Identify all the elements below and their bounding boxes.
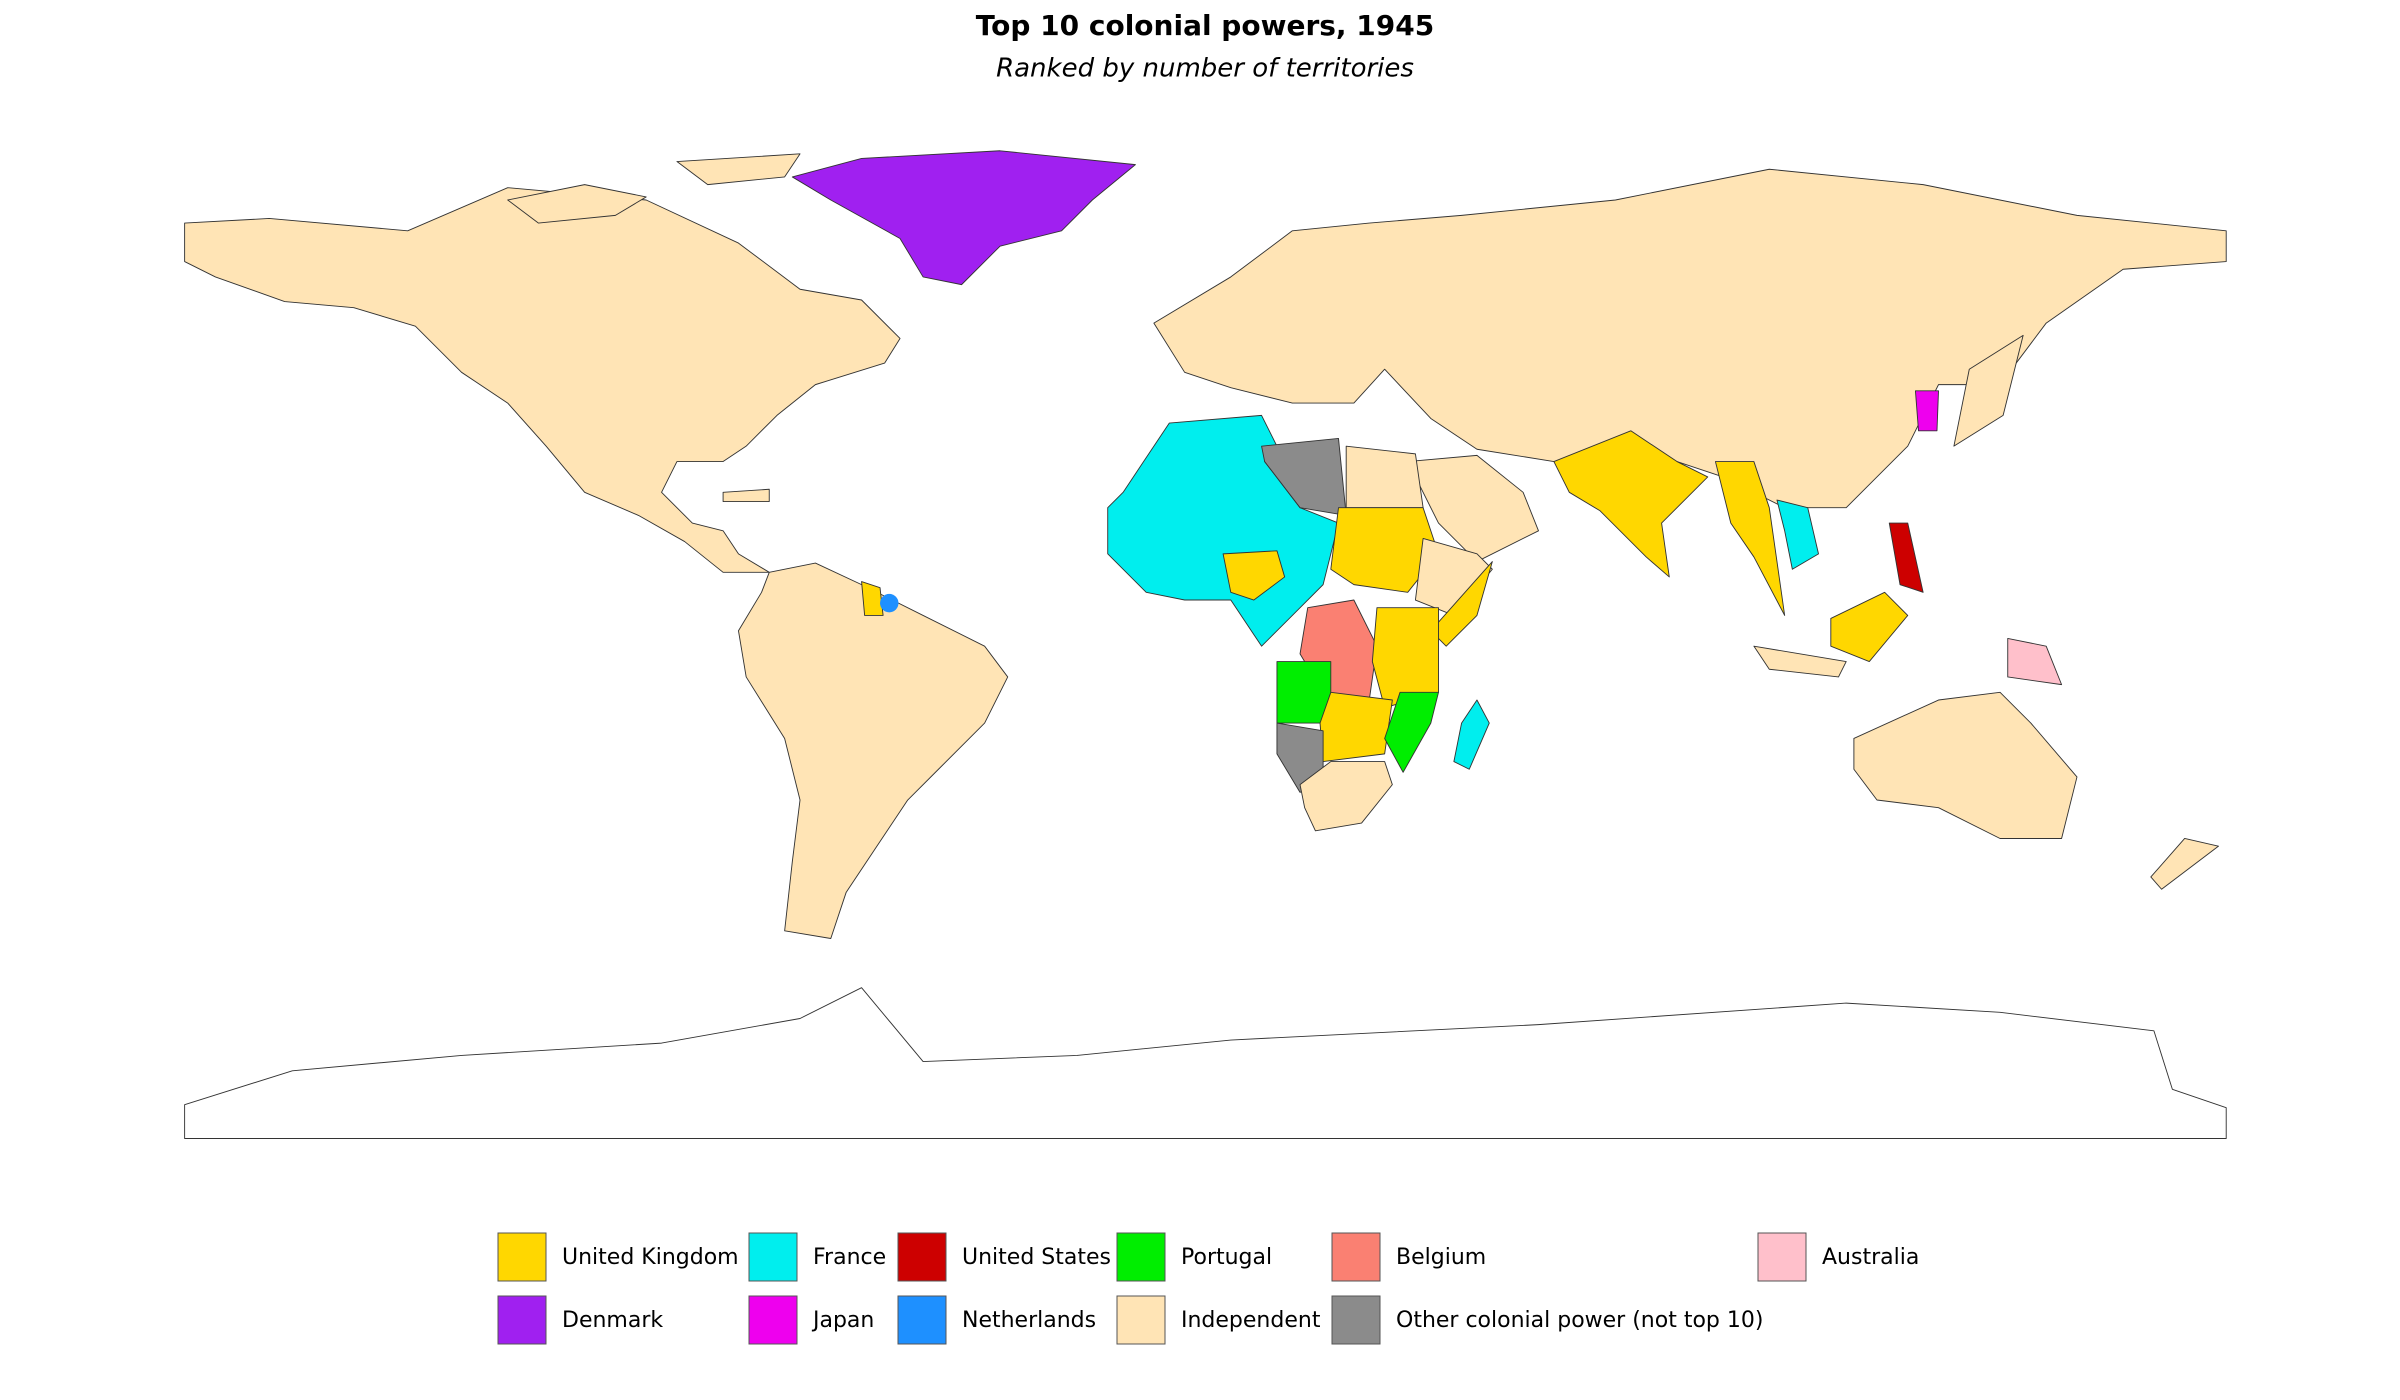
greenland xyxy=(791,150,1136,286)
legend-swatch xyxy=(748,1232,798,1282)
legend-label: United Kingdom xyxy=(562,1245,739,1270)
legend-label: Portugal xyxy=(1181,1245,1272,1270)
legend-label: Australia xyxy=(1822,1245,1919,1270)
british-guiana xyxy=(861,581,884,616)
map-subtitle: Ranked by number of territories xyxy=(996,54,1414,84)
egypt xyxy=(1345,445,1424,509)
rhodesia xyxy=(1319,691,1393,763)
philippines xyxy=(1888,522,1924,593)
legend-label: Netherlands xyxy=(962,1308,1096,1333)
south-america xyxy=(738,562,1009,939)
indonesia xyxy=(1753,645,1847,678)
sudan xyxy=(1330,507,1439,593)
legend-label: Denmark xyxy=(562,1308,663,1333)
mozambique xyxy=(1384,691,1439,773)
legend-label: United States xyxy=(962,1245,1111,1270)
legend-swatch xyxy=(1116,1295,1166,1345)
borneo xyxy=(1830,591,1909,663)
arctic-islands xyxy=(507,184,647,224)
north-america xyxy=(184,187,901,573)
legend-label: France xyxy=(813,1245,886,1270)
caribbean xyxy=(722,488,770,503)
legend-label: Independent xyxy=(1181,1308,1321,1333)
legend-label: Other colonial power (not top 10) xyxy=(1396,1308,1763,1333)
angola xyxy=(1276,661,1332,724)
arctic-islands xyxy=(676,153,801,186)
nigeria xyxy=(1222,550,1286,601)
legend-swatch xyxy=(1331,1232,1381,1282)
new-guinea xyxy=(2007,638,2063,686)
australia-mainland xyxy=(1853,691,2078,839)
japan-islands xyxy=(1953,334,2024,447)
arabia xyxy=(1407,454,1539,563)
legend-swatch xyxy=(748,1295,798,1345)
south-africa xyxy=(1299,761,1393,832)
legend-swatch xyxy=(1757,1232,1807,1282)
legend-label: Belgium xyxy=(1396,1245,1486,1270)
indochina xyxy=(1776,499,1819,570)
legend-swatch xyxy=(497,1232,547,1282)
somaliland xyxy=(1430,561,1493,647)
legend-swatch xyxy=(1116,1232,1166,1282)
burma xyxy=(1714,461,1786,616)
legend-swatch xyxy=(897,1295,947,1345)
india xyxy=(1553,430,1709,578)
madagascar xyxy=(1453,699,1490,770)
french-africa xyxy=(1107,414,1339,647)
legend-label: Japan xyxy=(811,1308,874,1333)
dutch-guiana xyxy=(880,593,899,613)
korea xyxy=(1914,390,1939,432)
map-title: Top 10 colonial powers, 1945 xyxy=(976,9,1435,42)
world-map xyxy=(184,150,2227,1139)
legend-swatch xyxy=(897,1232,947,1282)
legend-swatch xyxy=(1331,1295,1381,1345)
libya xyxy=(1261,438,1347,516)
legend-swatch xyxy=(497,1295,547,1345)
antarctica xyxy=(184,987,2227,1139)
legend: United Kingdom France United States Portuga… xyxy=(497,1232,1919,1345)
new-zealand xyxy=(2150,838,2219,890)
